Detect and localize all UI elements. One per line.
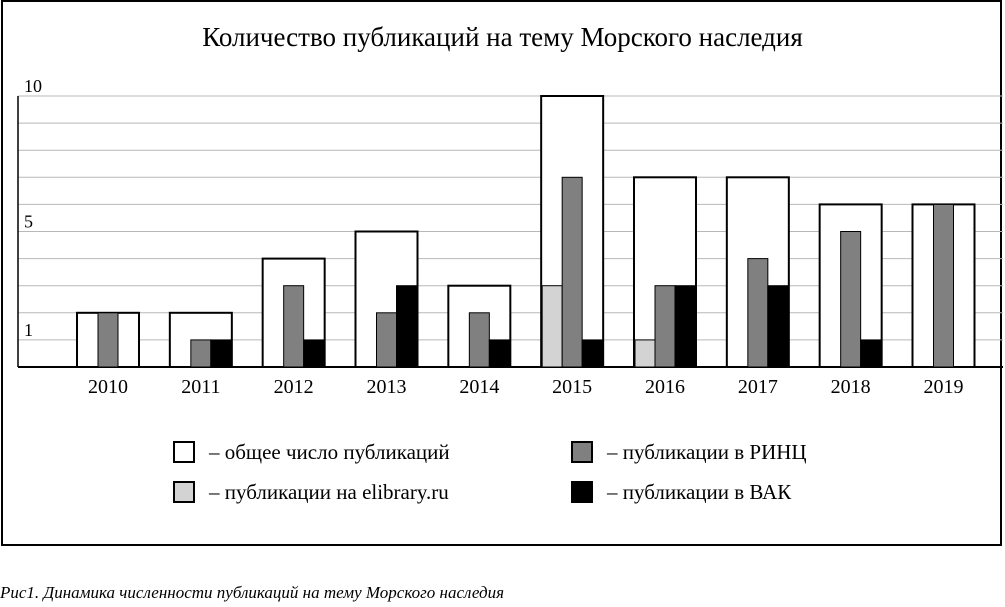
bar-vak	[860, 339, 882, 368]
bar-vak	[674, 285, 696, 368]
x-tick-label: 2010	[88, 376, 128, 398]
bar-elibrary	[541, 285, 563, 368]
bar-rinc	[654, 285, 676, 368]
legend-swatch-rinc	[571, 441, 593, 463]
legend-item-vak: – публикации в ВАК	[571, 478, 791, 506]
bar-vak	[767, 285, 789, 368]
x-tick-label: 2013	[366, 376, 406, 398]
y-tick-label: 1	[24, 320, 33, 340]
bar-rinc	[840, 231, 862, 368]
figure-caption: Рис1. Динамика численности публикаций на…	[0, 583, 504, 602]
chart-plot-area: 1 5 10 2010 2011 2012 2013 2014 2015 2016 2017 2018…	[17, 76, 1003, 398]
legend-label-vak: – публикации в ВАК	[607, 479, 792, 504]
bar-rinc	[190, 339, 212, 368]
legend-label-rinc: – публикации в РИНЦ	[607, 439, 807, 464]
bar-elibrary	[634, 339, 656, 368]
legend-swatch-elibrary	[173, 481, 195, 503]
bar-vak	[488, 339, 510, 368]
x-tick-label: 2014	[459, 376, 499, 398]
bar-rinc	[932, 203, 954, 368]
y-tick-label: 5	[24, 212, 33, 232]
bar-rinc	[747, 258, 769, 368]
legend-label-total: – общее число публикаций	[209, 439, 450, 464]
legend-label-elibrary: – публикации на elibrary.ru	[209, 479, 449, 504]
x-tick-label: 2019	[923, 376, 963, 398]
bar-vak	[303, 339, 325, 368]
x-tick-label: 2018	[831, 376, 871, 398]
bar-vak	[581, 339, 603, 368]
x-tick-label: 2017	[738, 376, 778, 398]
bar-rinc	[283, 285, 305, 368]
bar-vak	[395, 285, 417, 368]
x-tick-label: 2016	[645, 376, 685, 398]
legend-swatch-total	[173, 441, 195, 463]
x-tick-label: 2015	[552, 376, 592, 398]
legend-item-total: – общее число публикаций	[173, 438, 450, 466]
chart-frame	[1, 0, 1002, 546]
bar-rinc	[375, 312, 397, 368]
y-tick-label: 10	[24, 76, 42, 96]
legend-item-rinc: – публикации в РИНЦ	[571, 438, 807, 466]
bar-rinc	[97, 312, 119, 368]
x-tick-label: 2012	[274, 376, 314, 398]
bar-vak	[210, 339, 232, 368]
legend-item-elibrary: – публикации на elibrary.ru	[173, 478, 449, 506]
x-tick-label: 2011	[181, 376, 220, 398]
chart-title: Количество публикаций на тему Морского н…	[202, 22, 803, 52]
bar-rinc	[561, 176, 583, 368]
bar-rinc	[468, 312, 490, 368]
legend-swatch-vak	[571, 481, 593, 503]
